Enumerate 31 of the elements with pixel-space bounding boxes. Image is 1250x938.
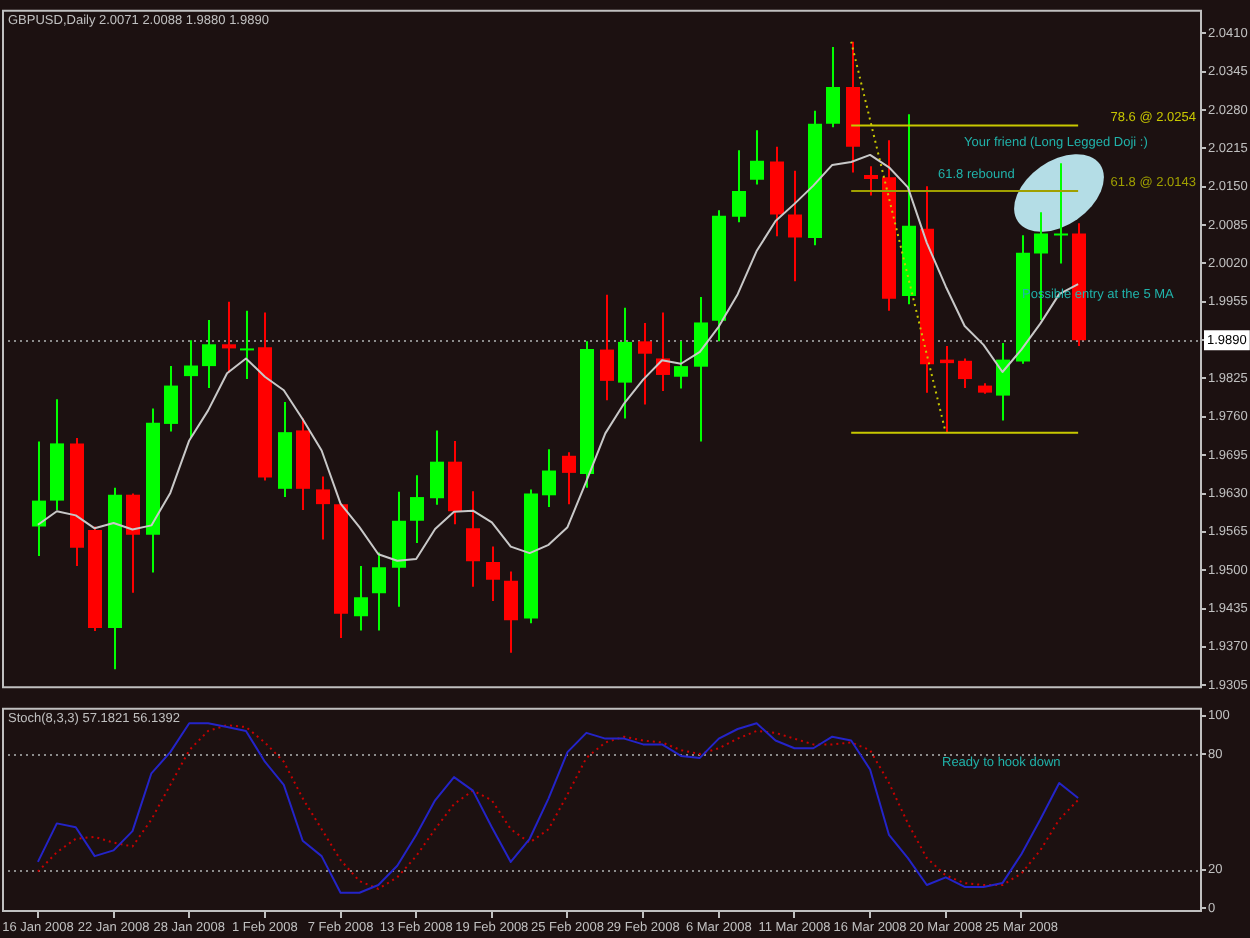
candlestick <box>430 429 444 506</box>
candlestick <box>32 440 46 558</box>
candlestick <box>562 451 576 506</box>
candlestick <box>674 340 688 390</box>
candlestick <box>372 551 386 632</box>
candlestick <box>600 293 614 402</box>
candlestick <box>996 342 1010 422</box>
candlestick <box>240 309 254 381</box>
candlestick <box>750 129 764 186</box>
candlestick <box>164 365 178 433</box>
candlestick <box>410 474 424 545</box>
candlestick <box>202 319 216 389</box>
candlestick <box>222 300 236 374</box>
candlestick <box>864 165 878 197</box>
candlestick <box>826 45 840 129</box>
candlestick <box>486 545 500 602</box>
candlestick <box>694 296 708 443</box>
candlestick <box>466 490 480 588</box>
candlestick <box>316 475 330 541</box>
candlestick <box>184 339 198 440</box>
candlestick <box>392 490 406 608</box>
candlestick <box>618 306 632 420</box>
candlestick <box>638 322 652 406</box>
candlestick <box>1054 162 1068 265</box>
candlestick <box>958 357 972 389</box>
candlestick <box>542 448 556 509</box>
candlestick <box>788 169 802 283</box>
candlestick <box>504 570 518 654</box>
candlestick <box>354 565 368 632</box>
candlestick <box>732 149 746 224</box>
candlestick <box>126 492 140 594</box>
